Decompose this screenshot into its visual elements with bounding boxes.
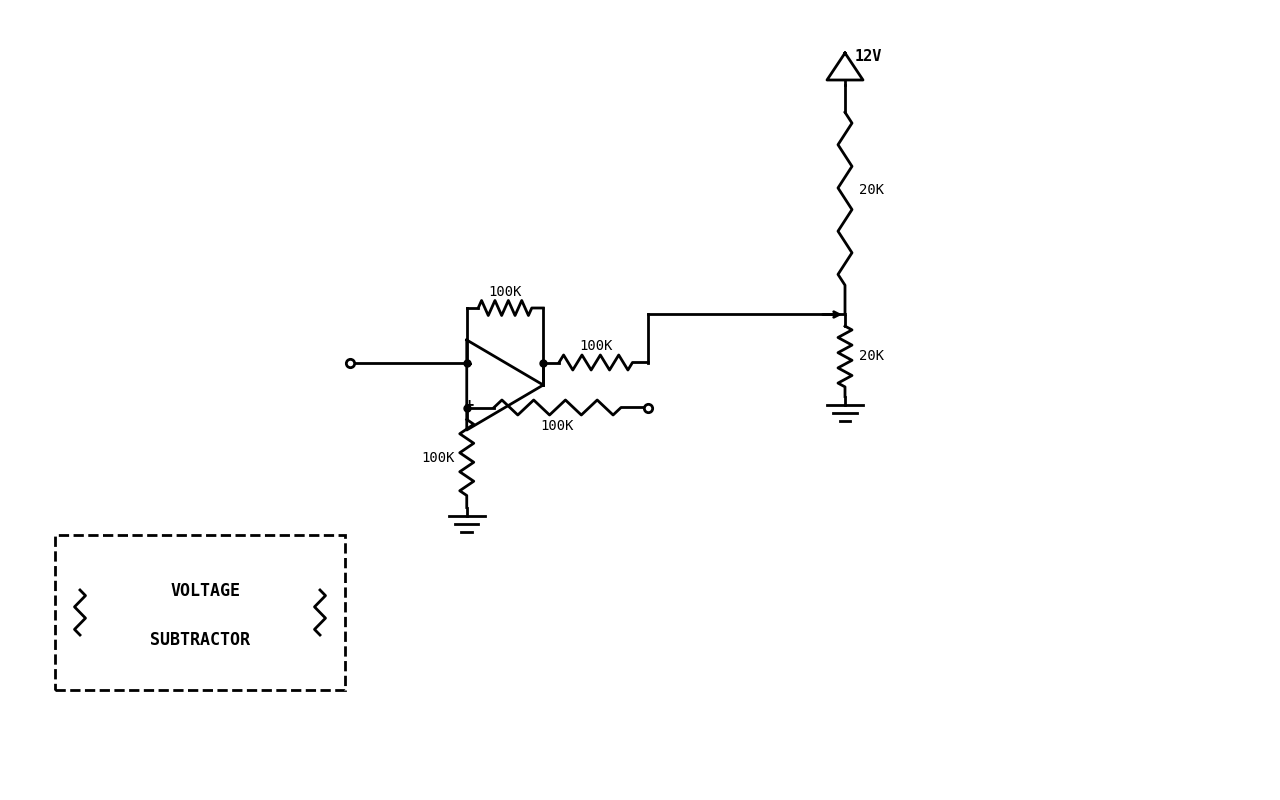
Text: +: + [465, 398, 474, 413]
Text: 100K: 100K [540, 419, 575, 434]
Text: 100K: 100K [579, 338, 613, 353]
Text: SUBTRACTOR: SUBTRACTOR [150, 631, 250, 650]
Text: 20K: 20K [859, 349, 884, 362]
Text: 100K: 100K [488, 285, 522, 299]
Text: VOLTAGE: VOLTAGE [172, 582, 241, 600]
Text: 20K: 20K [859, 182, 884, 197]
Text: -: - [465, 356, 474, 371]
Text: 100K: 100K [421, 450, 454, 465]
Text: 12V: 12V [855, 50, 882, 65]
